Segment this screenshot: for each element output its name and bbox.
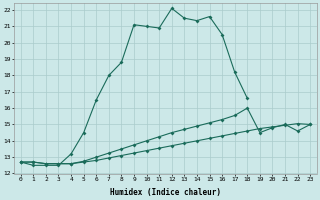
X-axis label: Humidex (Indice chaleur): Humidex (Indice chaleur) (110, 188, 221, 197)
